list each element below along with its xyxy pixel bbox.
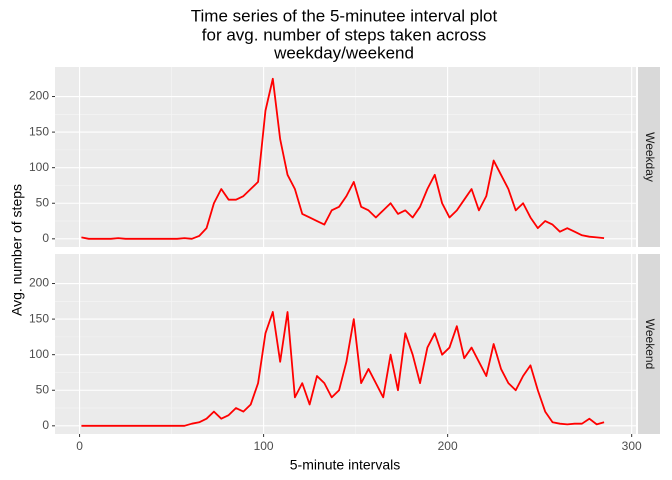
y-tick-label: 100: [29, 160, 49, 174]
y-tick-label: 150: [29, 124, 49, 138]
y-axis-label: Avg. number of steps: [9, 184, 25, 316]
x-tick-label: 300: [622, 439, 642, 453]
y-tick-label: 0: [42, 231, 49, 245]
y-tick-label: 50: [36, 195, 50, 209]
x-axis-label: 5-minute intervals: [290, 457, 401, 473]
chart-title: for avg. number of steps taken across: [202, 25, 486, 44]
y-tick-label: 0: [42, 418, 49, 432]
data-line: [81, 311, 605, 427]
y-tick-label: 150: [29, 311, 49, 325]
x-tick-label: 200: [438, 439, 458, 453]
y-tick-label: 50: [36, 382, 50, 396]
x-tick-label: 100: [254, 439, 274, 453]
facet-strip: [638, 254, 660, 434]
panel-background: [55, 254, 636, 434]
y-tick-label: 200: [29, 276, 49, 290]
facet-label: Weekend: [643, 319, 657, 369]
y-tick-label: 100: [29, 347, 49, 361]
chart-title: Time series of the 5-minutee interval pl…: [191, 6, 498, 25]
facet-label: Weekday: [643, 132, 657, 182]
chart-title: weekday/weekend: [273, 43, 414, 62]
data-line: [81, 77, 605, 240]
panel-background: [55, 67, 636, 247]
x-tick-label: 0: [76, 439, 83, 453]
facet-strip: [638, 67, 660, 247]
y-tick-label: 200: [29, 89, 49, 103]
